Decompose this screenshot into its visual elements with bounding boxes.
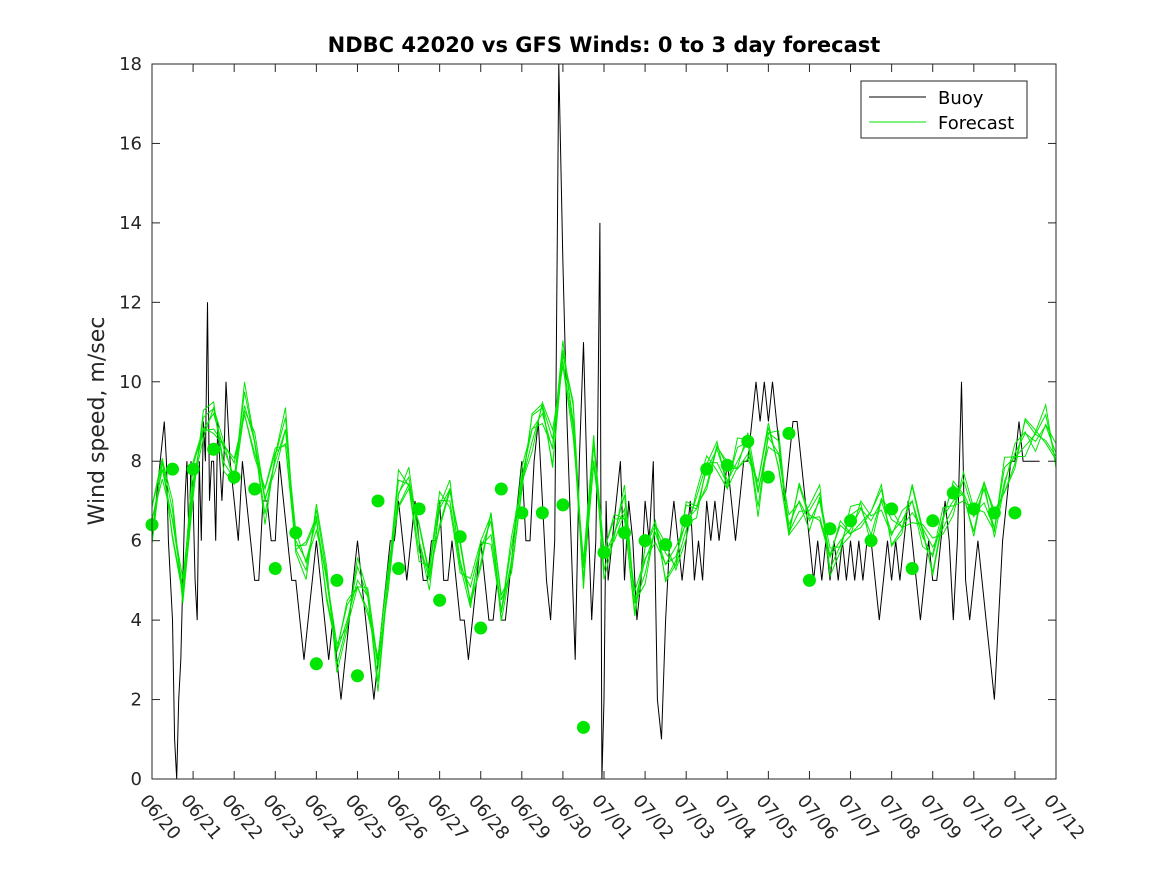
analysis-point (864, 534, 878, 548)
analysis-point (453, 530, 467, 544)
buoy-series (151, 63, 1040, 780)
analysis-point (987, 506, 1001, 520)
analysis-point (494, 482, 508, 496)
analysis-point (761, 470, 775, 484)
x-tick-label: 06/24 (300, 791, 349, 844)
analysis-point (597, 546, 611, 560)
analysis-point (515, 506, 529, 520)
analysis-point (967, 502, 981, 516)
analysis-point (392, 561, 406, 575)
chart-title: NDBC 42020 vs GFS Winds: 0 to 3 day fore… (328, 33, 881, 57)
x-tick-label: 06/21 (176, 791, 225, 844)
legend-box (860, 80, 1028, 139)
x-tick-label: 06/26 (382, 791, 431, 844)
x-tick-label: 07/05 (752, 791, 801, 844)
y-tick-label: 12 (119, 292, 142, 313)
x-tick-label: 07/04 (710, 791, 759, 844)
analysis-point (227, 470, 241, 484)
y-axis: 0 2 4 6 8 10 12 14 16 18 (119, 54, 1056, 790)
analysis-point (946, 486, 960, 500)
analysis-point (207, 442, 221, 456)
analysis-point (474, 621, 488, 635)
analysis-point (371, 494, 385, 508)
analysis-point (412, 502, 426, 516)
x-tick-label: 06/25 (341, 791, 390, 844)
analysis-point (741, 434, 755, 448)
x-tick-label: 07/01 (587, 791, 636, 844)
analysis-point (330, 573, 344, 587)
legend: Buoy Forecast (860, 80, 1028, 139)
analysis-point (679, 514, 693, 528)
y-tick-label: 16 (119, 133, 142, 154)
x-tick-label: 07/08 (875, 791, 924, 844)
analysis-point (659, 538, 673, 552)
analysis-point (926, 514, 940, 528)
y-tick-label: 4 (131, 610, 142, 631)
x-tick-label: 06/23 (258, 791, 307, 844)
forecast-line (151, 360, 1057, 682)
y-tick-label: 6 (131, 531, 142, 552)
analysis-point (885, 502, 899, 516)
analysis-point (782, 426, 796, 440)
forecast-line (151, 366, 1057, 692)
analysis-point (823, 522, 837, 536)
analysis-point (618, 526, 632, 540)
x-tick-label: 07/07 (834, 791, 883, 844)
x-tick-label: 07/06 (793, 791, 842, 844)
analysis-points (145, 426, 1022, 734)
analysis-point (1008, 506, 1022, 520)
x-tick-label: 07/02 (628, 791, 677, 844)
analysis-point (638, 534, 652, 548)
y-tick-label: 10 (119, 372, 142, 393)
analysis-point (248, 482, 262, 496)
analysis-point (433, 593, 447, 607)
x-tick-label: 06/22 (217, 791, 266, 844)
x-tick-label: 07/03 (669, 791, 718, 844)
y-tick-label: 0 (131, 769, 142, 790)
analysis-point (289, 526, 303, 540)
y-tick-label: 8 (131, 451, 142, 472)
analysis-point (802, 573, 816, 587)
analysis-point (700, 462, 714, 476)
y-tick-label: 18 (119, 54, 142, 75)
analysis-point (350, 669, 364, 683)
analysis-point (576, 720, 590, 734)
analysis-point (186, 462, 200, 476)
analysis-point (905, 561, 919, 575)
x-tick-label: 06/30 (546, 791, 595, 844)
x-tick-label: 07/12 (1039, 791, 1088, 844)
analysis-point (844, 514, 858, 528)
analysis-point (556, 498, 570, 512)
x-tick-label: 06/27 (423, 791, 472, 844)
y-tick-label: 14 (119, 213, 142, 234)
y-tick-label: 2 (131, 690, 142, 711)
analysis-point (535, 506, 549, 520)
x-tick-label: 06/20 (135, 791, 184, 844)
legend-label-forecast: Forecast (938, 113, 1014, 134)
analysis-point (268, 561, 282, 575)
legend-label-buoy: Buoy (938, 88, 984, 109)
x-tick-label: 06/29 (505, 791, 554, 844)
analysis-point (309, 657, 323, 671)
x-tick-label: 07/09 (916, 791, 965, 844)
x-tick-label: 06/28 (464, 791, 513, 844)
plot-area (145, 63, 1057, 780)
analysis-point (720, 458, 734, 472)
buoy-line (151, 63, 1040, 780)
y-axis-label: Wind speed, m/sec (85, 317, 110, 526)
x-tick-label: 07/11 (998, 791, 1047, 844)
analysis-point (166, 462, 180, 476)
x-tick-label: 07/10 (957, 791, 1006, 844)
